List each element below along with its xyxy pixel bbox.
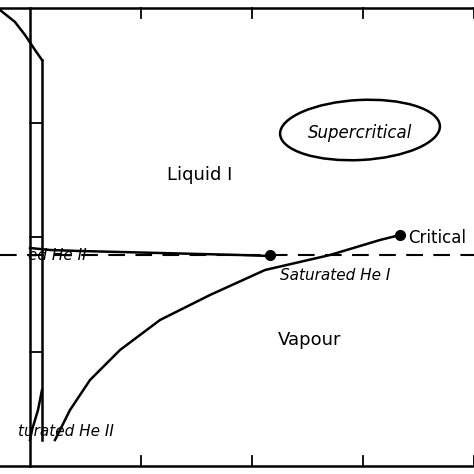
Text: Supercritical: Supercritical (308, 124, 412, 142)
Text: Liquid I: Liquid I (167, 166, 233, 184)
Text: ed He II: ed He II (28, 248, 87, 264)
Text: Critical: Critical (408, 229, 466, 247)
Text: turated He II: turated He II (18, 425, 114, 439)
Text: Saturated He I: Saturated He I (280, 268, 391, 283)
Text: Vapour: Vapour (278, 331, 342, 349)
